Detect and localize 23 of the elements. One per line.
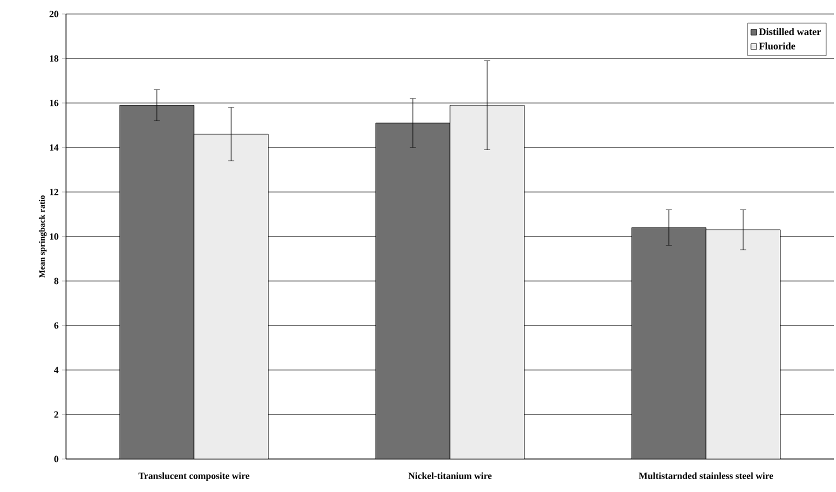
- legend-label: Fluoride: [759, 42, 796, 50]
- x-tick-label: Nickel-titanium wire: [408, 472, 492, 480]
- bar: [706, 230, 780, 459]
- y-tick-label: 12: [50, 188, 58, 196]
- y-tick-label: 10: [50, 233, 58, 240]
- y-tick-label: 6: [54, 322, 58, 329]
- bar: [450, 104, 524, 459]
- y-tick-label: 16: [50, 100, 58, 106]
- x-tick-label: Multistarnded stainless steel wire: [638, 472, 774, 480]
- bar: [194, 134, 268, 459]
- x-tick-label: Translucent composite wire: [138, 472, 250, 481]
- y-axis-title: Mean springback ratio: [38, 195, 47, 278]
- bar: [376, 122, 450, 459]
- y-tick-label: 4: [54, 366, 58, 374]
- y-tick-label: 2: [54, 411, 58, 418]
- y-tick-label: 14: [50, 144, 58, 151]
- bar: [632, 227, 706, 459]
- y-tick-label: 8: [54, 278, 58, 284]
- bar: [120, 104, 194, 459]
- y-tick-label: 0: [54, 456, 58, 462]
- y-tick-label: 20: [50, 10, 58, 18]
- y-tick-label: 18: [50, 55, 58, 62]
- legend-label: Distilled water: [759, 28, 821, 36]
